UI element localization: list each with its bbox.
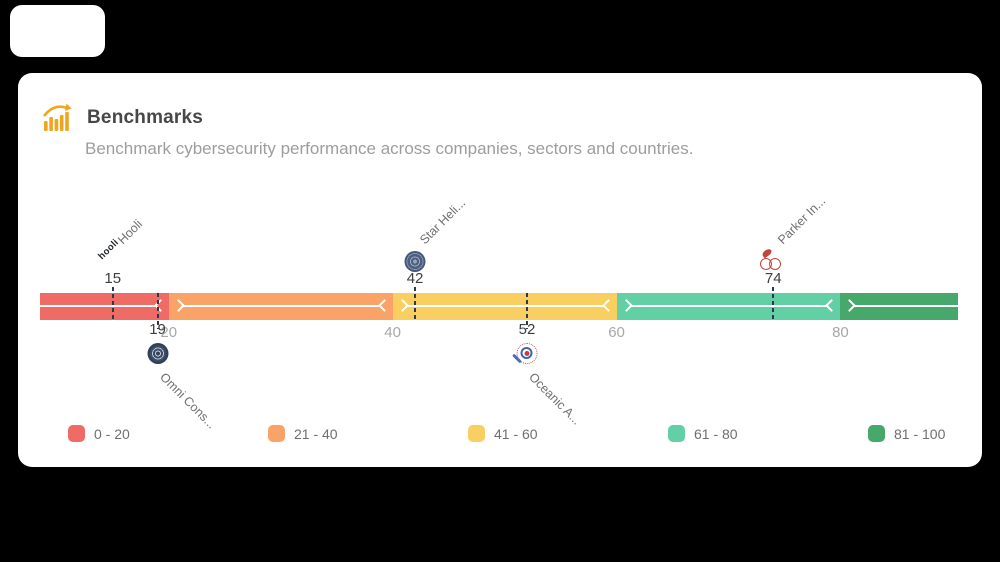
segment-midline [182, 305, 379, 307]
legend-label: 0 - 20 [94, 425, 130, 442]
legend-swatch [468, 425, 485, 442]
segment-midline [406, 305, 603, 307]
marker-line [156, 293, 159, 329]
marker-score-label: 15 [104, 270, 122, 287]
oceanic-inner-ring-icon [520, 347, 533, 359]
marker-line [111, 287, 114, 321]
legend-swatch [868, 425, 885, 442]
legend-label: 21 - 40 [294, 425, 338, 442]
legend-item-21-40[interactable]: 21 - 40 [268, 425, 338, 442]
marker-score-label: 74 [764, 270, 782, 287]
marker-line [772, 287, 775, 321]
marker-company-label[interactable]: Omni Cons... [156, 370, 219, 432]
marker-line [414, 287, 417, 321]
omni-seal-logo[interactable] [147, 343, 169, 364]
segment-end-chevron-icon [377, 299, 391, 312]
legend-label: 41 - 60 [494, 425, 538, 442]
parker-circles-logo[interactable] [760, 247, 786, 272]
legend-swatch [268, 425, 285, 442]
card-header: Benchmarks [42, 103, 203, 133]
legend-item-61-80[interactable]: 61 - 80 [668, 425, 738, 442]
oceanic-rings-logo[interactable] [512, 343, 538, 364]
axis-tick-label: 60 [608, 324, 625, 341]
scale-segment-0-20 [40, 293, 169, 320]
marker-score-label: 42 [406, 270, 424, 287]
segment-start-chevron-icon [395, 299, 409, 312]
legend-item-41-60[interactable]: 41 - 60 [468, 425, 538, 442]
hooli-wordmark-logo[interactable]: hooli [95, 237, 121, 262]
legend-swatch [68, 425, 85, 442]
segment-start-chevron-icon [619, 299, 633, 312]
axis-tick-label: 80 [832, 324, 849, 341]
star-seal-logo[interactable] [404, 251, 426, 272]
legend-label: 61 - 80 [694, 425, 738, 442]
scale-segment-61-80 [616, 293, 841, 320]
legend-item-0-20[interactable]: 0 - 20 [68, 425, 130, 442]
legend: 0 - 20 21 - 40 41 - 60 61 - 80 81 - 100 [18, 425, 982, 447]
page-title: Benchmarks [87, 107, 204, 128]
segment-start-chevron-icon [843, 299, 857, 312]
marker-score-label: 52 [518, 321, 536, 338]
scale-segment-41-60 [392, 293, 617, 320]
segment-start-chevron-icon [171, 299, 185, 312]
legend-item-81-100[interactable]: 81 - 100 [868, 425, 945, 442]
segment-end-chevron-icon [825, 299, 839, 312]
legend-label: 81 - 100 [894, 425, 946, 442]
scale-segment-81-100 [840, 293, 958, 320]
parker-circle-icon [769, 258, 782, 270]
segment-midline [630, 305, 827, 307]
segment-end-chevron-icon [601, 299, 615, 312]
segment-midline [40, 305, 155, 307]
axis-tick-label: 20 [160, 324, 178, 341]
marker-score-label: 19 [149, 321, 166, 338]
bar-chart-trend-icon [42, 103, 72, 131]
marker-company-label[interactable]: Star Heli... [417, 195, 469, 247]
page-subtitle: Benchmark cybersecurity performance acro… [85, 139, 694, 158]
marker-company-label[interactable]: Parker In... [775, 193, 829, 247]
segment-midline [854, 305, 958, 307]
parker-leaf-icon [761, 247, 774, 259]
benchmarks-card: Benchmarks Benchmark cybersecurity perfo… [18, 73, 982, 467]
corner-card-fragment [10, 5, 105, 57]
marker-company-label[interactable]: Oceanic A... [526, 370, 584, 428]
benchmark-scale-chart: 20 40 60 80 15 hooli Hooli 19 Omni Cons... 42 Star… [40, 194, 958, 431]
marker-line [525, 293, 528, 329]
oceanic-core-dot-icon [524, 351, 530, 356]
axis-tick-label: 40 [384, 324, 401, 341]
scale-segment-21-40 [168, 293, 393, 320]
legend-swatch [668, 425, 685, 442]
